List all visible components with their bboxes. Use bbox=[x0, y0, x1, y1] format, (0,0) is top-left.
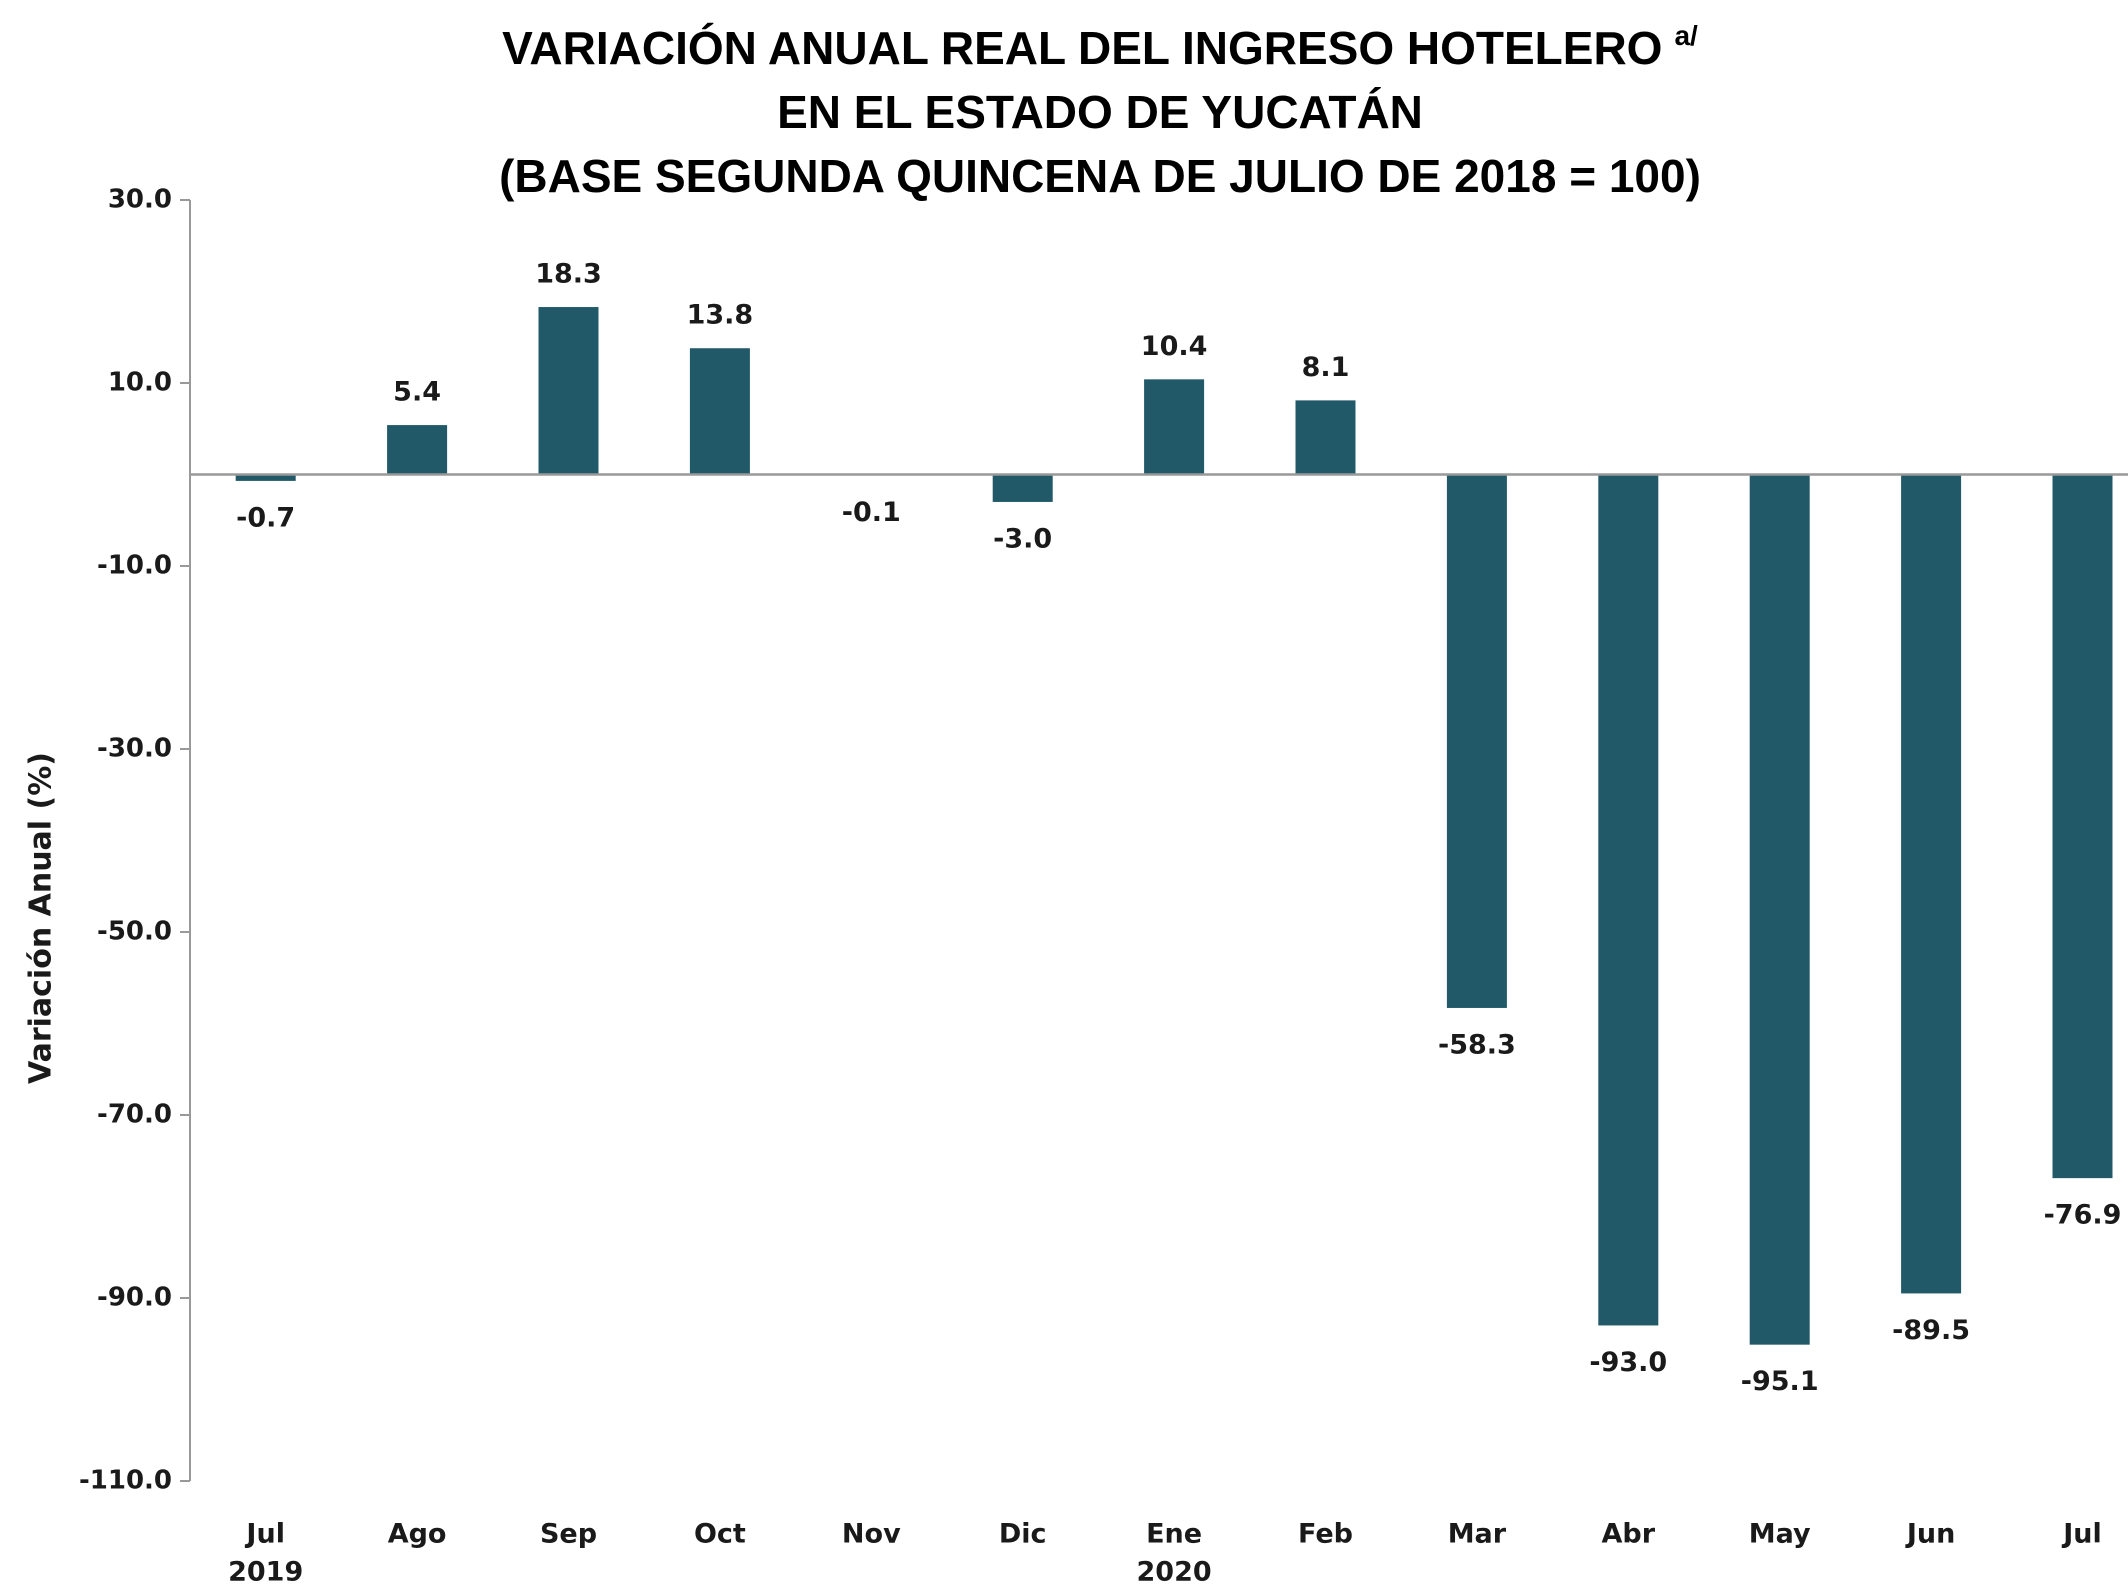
x-tick-label: May bbox=[1749, 1519, 1811, 1550]
y-tick-label: -10.0 bbox=[97, 551, 172, 581]
x-tick-sublabel: 2020 bbox=[1137, 1557, 1212, 1585]
bar bbox=[1446, 474, 1507, 1008]
bar bbox=[689, 348, 750, 475]
y-tick-label: 10.0 bbox=[108, 368, 172, 398]
bar bbox=[387, 425, 448, 475]
x-tick-label: Nov bbox=[842, 1519, 901, 1550]
y-axis-label: Variación Anual (%) bbox=[24, 752, 59, 1084]
y-tick-label: 30.0 bbox=[108, 185, 172, 215]
bar bbox=[1144, 379, 1205, 475]
title-line: VARIACIÓN ANUAL REAL DEL INGRESO HOTELER… bbox=[502, 22, 1662, 74]
x-tick-label: Dic bbox=[999, 1519, 1047, 1550]
bar bbox=[992, 474, 1053, 502]
x-tick-label: Feb bbox=[1298, 1519, 1353, 1550]
value-label: -89.5 bbox=[1892, 1315, 1970, 1346]
bar bbox=[538, 307, 599, 475]
y-tick-label: -30.0 bbox=[97, 734, 172, 764]
value-label: 13.8 bbox=[687, 300, 754, 331]
x-tick-label: Ene bbox=[1146, 1519, 1202, 1550]
value-label: -58.3 bbox=[1438, 1029, 1516, 1060]
chart-title: EN EL ESTADO DE YUCATÁN bbox=[777, 86, 1423, 138]
bar bbox=[1749, 474, 1810, 1345]
x-tick-sublabel: 2019 bbox=[228, 1557, 303, 1585]
title-note: a/ bbox=[1674, 20, 1698, 51]
x-tick-label: Abr bbox=[1602, 1519, 1656, 1550]
y-tick-label: -50.0 bbox=[97, 917, 172, 947]
value-label: -0.7 bbox=[236, 502, 295, 533]
value-label: 10.4 bbox=[1141, 331, 1208, 362]
x-tick-label: Ago bbox=[388, 1519, 447, 1550]
y-tick-label: -90.0 bbox=[97, 1283, 172, 1313]
value-label: 8.1 bbox=[1302, 352, 1350, 383]
value-label: -76.9 bbox=[2044, 1200, 2122, 1231]
bar bbox=[1598, 474, 1659, 1326]
x-tick-label: Mar bbox=[1448, 1519, 1507, 1550]
x-tick-label: Jun bbox=[1905, 1519, 1956, 1550]
x-tick-label: Jul bbox=[2061, 1519, 2102, 1550]
chart-title: (BASE SEGUNDA QUINCENA DE JULIO DE 2018 … bbox=[499, 150, 1701, 202]
y-tick-label: -110.0 bbox=[79, 1466, 172, 1496]
x-tick-label: Sep bbox=[540, 1519, 597, 1550]
chart-title: VARIACIÓN ANUAL REAL DEL INGRESO HOTELER… bbox=[502, 20, 1698, 74]
x-tick-label: Oct bbox=[694, 1519, 746, 1550]
y-tick-label: -70.0 bbox=[97, 1100, 172, 1130]
bar bbox=[235, 474, 296, 481]
x-tick-label: Jul bbox=[244, 1519, 285, 1550]
bar bbox=[1901, 474, 1962, 1294]
value-label: 5.4 bbox=[393, 377, 441, 408]
value-label: 18.3 bbox=[535, 259, 602, 290]
value-label: -3.0 bbox=[993, 523, 1052, 554]
value-label: -93.0 bbox=[1589, 1347, 1667, 1378]
bar bbox=[1295, 400, 1356, 475]
value-label: -0.1 bbox=[842, 497, 901, 528]
value-label: -95.1 bbox=[1741, 1366, 1819, 1397]
bar bbox=[2052, 474, 2113, 1179]
